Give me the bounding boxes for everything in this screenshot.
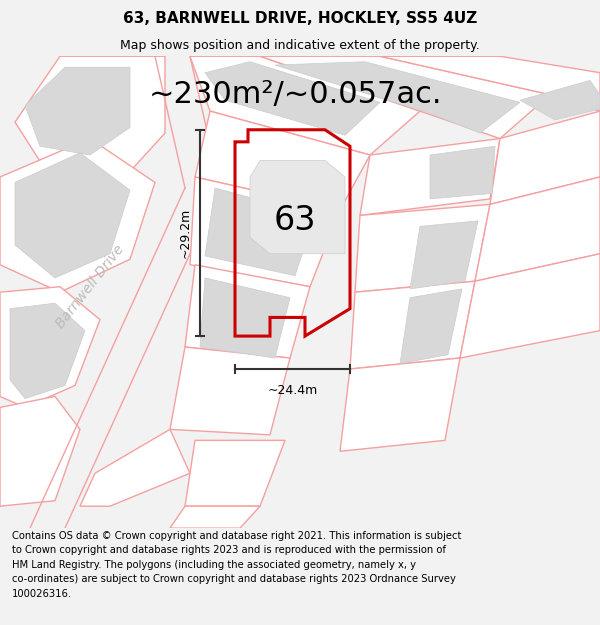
Polygon shape [15, 56, 165, 182]
Text: 63: 63 [274, 204, 316, 238]
Polygon shape [350, 281, 475, 369]
Polygon shape [250, 161, 345, 254]
Polygon shape [355, 204, 490, 292]
Text: Barnwell Drive: Barnwell Drive [53, 242, 127, 331]
Polygon shape [400, 289, 462, 364]
Polygon shape [185, 265, 310, 358]
Polygon shape [195, 111, 370, 210]
Polygon shape [340, 358, 460, 451]
Text: Contains OS data © Crown copyright and database right 2021. This information is : Contains OS data © Crown copyright and d… [12, 531, 461, 599]
Text: 63, BARNWELL DRIVE, HOCKLEY, SS5 4UZ: 63, BARNWELL DRIVE, HOCKLEY, SS5 4UZ [123, 11, 477, 26]
Polygon shape [275, 62, 520, 133]
Polygon shape [0, 287, 100, 408]
Polygon shape [190, 177, 340, 287]
Polygon shape [25, 68, 130, 155]
Polygon shape [170, 506, 260, 528]
Polygon shape [380, 56, 600, 111]
Polygon shape [80, 429, 190, 506]
Polygon shape [410, 221, 478, 289]
Polygon shape [205, 188, 315, 276]
Polygon shape [200, 278, 290, 358]
Polygon shape [185, 441, 285, 506]
Polygon shape [460, 254, 600, 358]
Polygon shape [490, 111, 600, 204]
Polygon shape [0, 396, 80, 506]
Polygon shape [170, 347, 290, 435]
Polygon shape [360, 139, 500, 216]
Polygon shape [520, 81, 600, 120]
Polygon shape [10, 303, 85, 399]
Text: Map shows position and indicative extent of the property.: Map shows position and indicative extent… [120, 39, 480, 52]
Polygon shape [430, 146, 495, 199]
Polygon shape [0, 139, 155, 292]
Polygon shape [475, 177, 600, 281]
Text: ~230m²/~0.057ac.: ~230m²/~0.057ac. [148, 80, 442, 109]
Text: ~29.2m: ~29.2m [179, 208, 191, 258]
Polygon shape [15, 153, 130, 278]
Polygon shape [205, 62, 380, 135]
Polygon shape [260, 56, 550, 139]
Text: ~24.4m: ~24.4m [268, 384, 317, 398]
Polygon shape [190, 56, 420, 155]
